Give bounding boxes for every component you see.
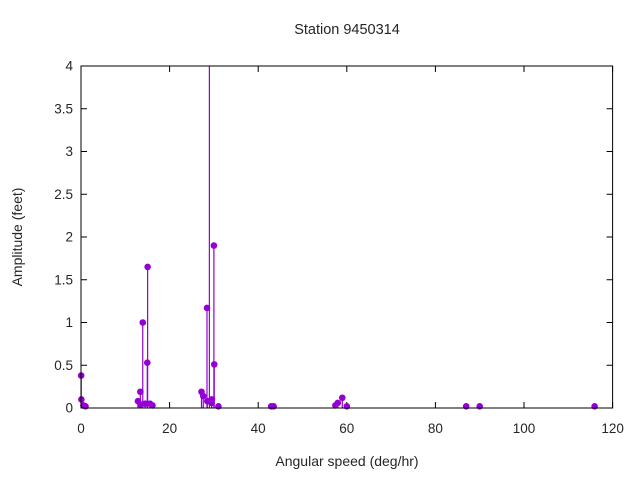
data-point <box>343 402 351 410</box>
y-tick-label: 2 <box>65 230 73 245</box>
x-tick-label: 120 <box>601 421 624 436</box>
y-tick-label: 0 <box>65 401 73 416</box>
y-tick-label: 4 <box>65 59 73 74</box>
x-tick-label: 80 <box>428 421 443 436</box>
x-tick-label: 20 <box>162 421 177 436</box>
data-point <box>334 399 342 407</box>
data-point <box>338 394 346 402</box>
data-point <box>210 361 218 368</box>
data-point <box>210 242 218 249</box>
data-point <box>270 402 277 410</box>
data-point <box>591 402 598 410</box>
data-point <box>215 402 222 410</box>
y-tick-label: 3 <box>65 144 73 159</box>
data-point <box>462 402 470 410</box>
data-point <box>144 263 151 271</box>
data-point <box>149 402 156 409</box>
data-point <box>199 392 207 400</box>
x-axis-label: Angular speed (deg/hr) <box>275 453 419 469</box>
plot-border <box>80 65 614 409</box>
y-tick-label: 1.5 <box>54 272 73 287</box>
data-point <box>82 402 89 410</box>
x-tick-label: 60 <box>339 421 354 436</box>
x-tick-label: 100 <box>513 421 536 436</box>
x-tick-label: 0 <box>77 421 85 436</box>
y-tick-label: 2.5 <box>54 187 73 202</box>
y-tick-label: 1 <box>65 315 73 330</box>
data-point <box>203 304 211 312</box>
data-point <box>476 402 484 410</box>
chart-title: Station 9450314 <box>294 22 400 38</box>
y-tick-label: 0.5 <box>54 358 73 373</box>
data-point <box>139 319 147 326</box>
data-point <box>137 388 144 396</box>
y-tick-label: 3.5 <box>54 101 73 116</box>
x-tick-label: 40 <box>251 421 266 436</box>
y-axis-label: Amplitude (feet) <box>9 187 25 287</box>
